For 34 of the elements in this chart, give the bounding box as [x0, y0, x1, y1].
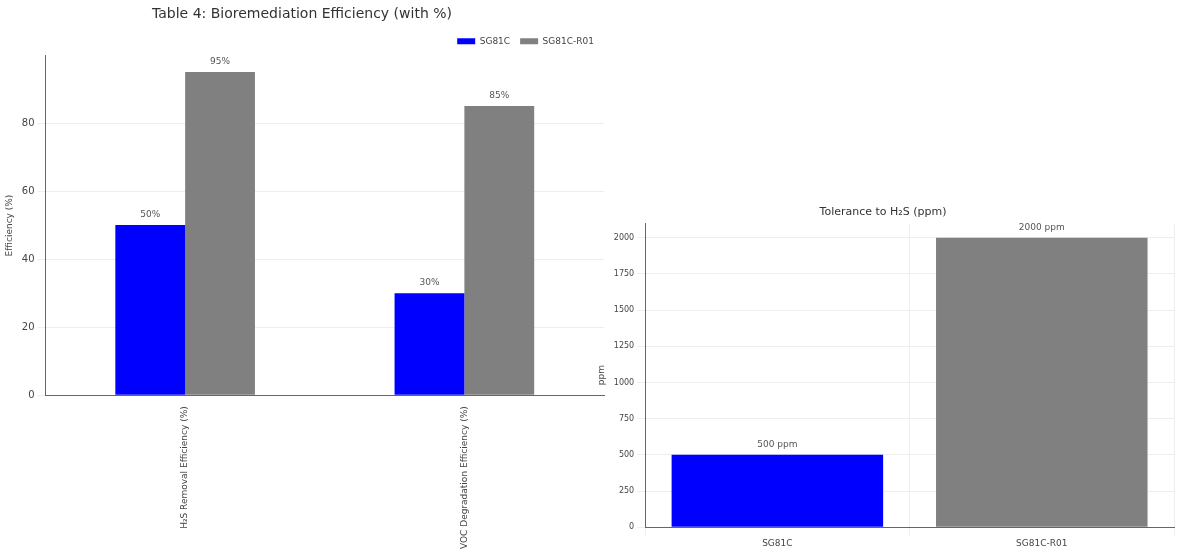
legend-label: SG81C-R01 [542, 35, 595, 46]
data-label: 95% [210, 55, 231, 66]
y-axis-title: Efficiency (%) [3, 194, 14, 257]
y-tick-label: 80 [21, 116, 35, 128]
y-tick-label: 0 [629, 522, 635, 532]
x-tick-label: VOC Degradation Efficiency (%) [458, 406, 469, 550]
y-tick-label: 500 [618, 449, 635, 459]
y-tick-label: 60 [21, 184, 35, 196]
y-axis-title: ppm [595, 365, 606, 386]
y-tick-label: 20 [21, 320, 35, 332]
legend-label: SG81C [479, 35, 511, 46]
bar [394, 293, 465, 395]
data-label: 2000 ppm [1018, 221, 1065, 232]
y-tick-label: 1000 [613, 377, 635, 387]
x-tick-label: SG81C [762, 537, 793, 548]
y-tick-label: 0 [28, 388, 35, 400]
data-label: 30% [419, 277, 440, 288]
y-tick-label: 1250 [613, 341, 635, 351]
bar [185, 71, 255, 395]
data-label: 85% [489, 89, 510, 100]
data-label: 50% [140, 208, 161, 219]
y-tick-label: 1500 [613, 305, 635, 315]
data-label: 500 ppm [757, 438, 798, 449]
bar [464, 106, 535, 395]
y-tick-label: 40 [21, 252, 35, 264]
chart-title: Table 4: Bioremediation Efficiency (with %) [151, 5, 452, 22]
x-tick-label: SG81C-R01 [1016, 537, 1068, 548]
y-tick-label: 250 [618, 486, 635, 496]
y-tick-label: 1750 [613, 268, 635, 278]
bar [115, 225, 186, 395]
y-tick-label: 2000 [613, 232, 635, 242]
chart-title: Tolerance to H₂S (ppm) [818, 205, 947, 219]
x-tick-label: H₂S Removal Efficiency (%) [179, 406, 190, 529]
y-tick-label: 750 [618, 413, 635, 423]
